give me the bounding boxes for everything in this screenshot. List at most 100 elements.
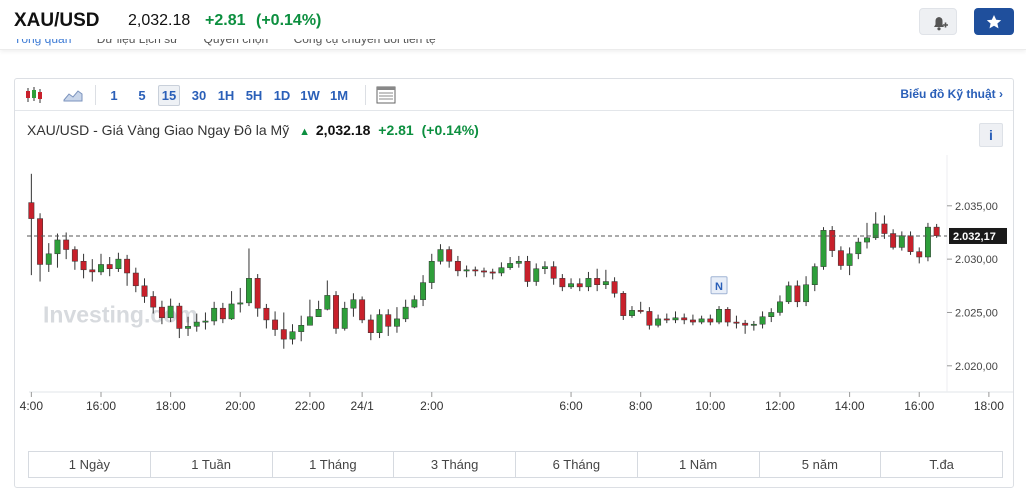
candle-body: [733, 321, 740, 324]
candle-body: [63, 239, 70, 250]
timeframe-5[interactable]: 5: [138, 88, 146, 103]
candle-body: [724, 309, 731, 323]
candle-body: [924, 226, 931, 258]
instrument-header: XAU/USD 2,032.18 +2.81 (+0.14%) Tổng qua…: [0, 0, 1026, 50]
symbol-title: XAU/USD: [14, 10, 100, 31]
candle-body: [141, 285, 148, 297]
timeframe-5h[interactable]: 5H: [245, 88, 263, 103]
candle-body: [402, 306, 409, 320]
candle-body: [681, 317, 688, 321]
candle-body: [446, 249, 453, 262]
subnav-historical-data[interactable]: Dữ liệu Lịch sử: [96, 39, 179, 46]
candle-body: [272, 319, 279, 330]
news-marker: [710, 276, 728, 295]
candle-body: [394, 318, 400, 327]
candle-body: [124, 258, 131, 274]
candle-body: [759, 316, 766, 325]
subnav-overview[interactable]: Tổng quan: [14, 39, 72, 46]
candle-body: [185, 326, 191, 329]
candle-body: [794, 285, 801, 303]
candle-body: [263, 307, 270, 321]
candle-body: [768, 312, 775, 317]
candle-body: [498, 267, 505, 274]
candle-body: [472, 269, 479, 272]
candle-body: [45, 253, 52, 265]
range-1-week[interactable]: 1 Tuần: [151, 452, 273, 477]
candle-body: [611, 281, 618, 294]
candle-body: [437, 249, 444, 262]
candle-body: [219, 307, 226, 320]
range-6-months[interactable]: 6 Tháng: [516, 452, 638, 477]
candle-body: [620, 293, 627, 316]
candle-body: [411, 299, 418, 308]
candle-body: [333, 295, 339, 329]
candle-body: [742, 322, 749, 326]
candle-body: [515, 261, 522, 264]
x-tick-label: 6:00: [559, 399, 583, 413]
candle-body: [176, 305, 183, 329]
candle-body: [324, 295, 331, 310]
candle-body: [907, 235, 914, 252]
x-tick-label: 2:00: [420, 399, 444, 413]
toolbar-divider: [365, 85, 366, 105]
candle-body: [585, 278, 592, 288]
range-3-months[interactable]: 3 Tháng: [394, 452, 516, 477]
header-change: +2.81: [205, 12, 246, 29]
area-chart-type-icon[interactable]: [61, 84, 85, 106]
candle-body: [298, 325, 305, 332]
info-icon[interactable]: i: [979, 123, 1003, 147]
range-5-years[interactable]: 5 năm: [760, 452, 882, 477]
timeframe-30[interactable]: 30: [191, 88, 207, 103]
candlestick-chart[interactable]: 2.035,00 2.030,00 2.025,00 2.020,00 Investin…: [15, 155, 1013, 445]
x-tick-label: 4:00: [20, 399, 44, 413]
table-view-icon[interactable]: [374, 84, 398, 106]
add-alert-button[interactable]: [919, 8, 957, 35]
toolbar-divider: [95, 85, 96, 105]
candle-body: [89, 269, 96, 273]
candle-body: [228, 303, 235, 320]
candle-body: [829, 230, 836, 251]
candle-body: [846, 253, 853, 266]
add-watchlist-button[interactable]: [974, 8, 1014, 35]
range-1-day[interactable]: 1 Ngày: [29, 452, 151, 477]
subnav-options[interactable]: Quyền chọn: [203, 39, 269, 46]
candle-body: [524, 261, 531, 282]
candle-body: [385, 314, 392, 327]
candle-body: [689, 319, 696, 323]
candle-body: [80, 261, 87, 271]
y-tick-label: 2.035,00: [955, 201, 998, 213]
timeframe-1w[interactable]: 1W: [300, 88, 320, 103]
header-change-pct: (+0.14%): [256, 12, 322, 29]
candle-body: [646, 311, 653, 326]
timeframe-1[interactable]: 1: [110, 88, 118, 103]
timeframe-1m[interactable]: 1M: [329, 88, 349, 103]
range-max[interactable]: T.đa: [929, 457, 954, 472]
candle-body: [898, 235, 905, 248]
range-1-month[interactable]: 1 Tháng: [273, 452, 395, 477]
timeframe-1d[interactable]: 1D: [273, 88, 291, 103]
candle-body: [341, 307, 348, 329]
x-tick-label: 18:00: [156, 399, 186, 413]
candle-body: [716, 309, 722, 323]
candle-body: [568, 283, 574, 288]
candle-body: [663, 318, 670, 321]
candle-body: [28, 202, 35, 219]
timeframe-1h[interactable]: 1H: [217, 88, 235, 103]
candle-body: [594, 278, 601, 285]
candle-body: [420, 282, 427, 300]
candlestick-type-icon[interactable]: [23, 84, 47, 106]
range-1-year[interactable]: 1 Năm: [638, 452, 760, 477]
subnav-currency-converter[interactable]: Công cụ chuyển đổi tiền tệ: [293, 39, 436, 46]
candle-body: [489, 271, 496, 274]
chart-toolbar: 1 5 15 30 1H 5H 1D 1W 1M Biểu đồ Kỹ thuậ…: [15, 79, 1013, 111]
candle-body: [463, 269, 470, 272]
timeframe-15[interactable]: 15: [158, 85, 180, 106]
chart-price: 2,032.18: [315, 122, 371, 138]
candle-body: [855, 241, 862, 255]
candle-body: [655, 318, 662, 326]
investing-watermark: Investing.com: [43, 301, 198, 327]
candle-body: [820, 230, 827, 267]
candle-body: [890, 233, 897, 248]
candle-body: [811, 266, 818, 285]
technical-chart-link[interactable]: Biểu đồ Kỹ thuật ›: [900, 87, 1003, 101]
